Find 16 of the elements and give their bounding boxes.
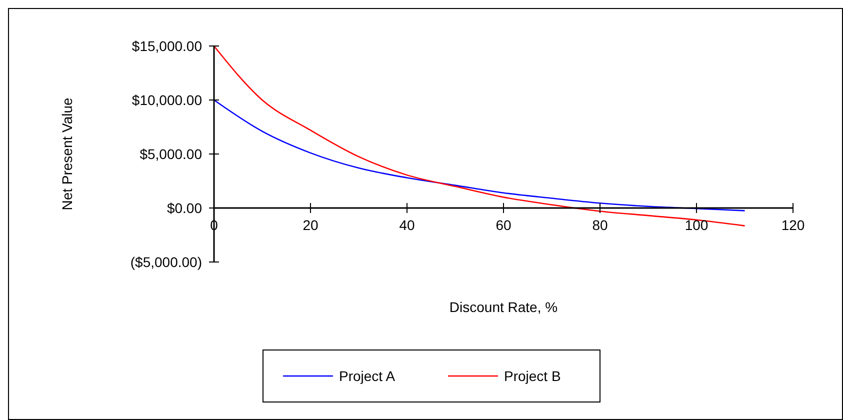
y-tick-label: $15,000.00: [132, 38, 202, 54]
line-series: [213, 99, 746, 212]
x-tick-label: 120: [781, 217, 805, 233]
y-tick-label: $0.00: [166, 200, 202, 216]
x-tick-label: 60: [496, 217, 512, 233]
x-tick-label: 80: [592, 217, 608, 233]
x-axis-title: Discount Rate, %: [449, 299, 558, 315]
legend-label: Project B: [504, 368, 561, 384]
y-axis-title: Net Present Value: [59, 98, 75, 210]
y-tick-label: $10,000.00: [132, 92, 202, 108]
x-tick-label: 20: [302, 217, 318, 233]
y-tick-label: ($5,000.00): [130, 254, 202, 270]
x-tick-label: 40: [399, 217, 415, 233]
legend-label: Project A: [339, 368, 396, 384]
x-tick-label: 100: [684, 217, 708, 233]
y-tick-label: $5,000.00: [140, 146, 202, 162]
